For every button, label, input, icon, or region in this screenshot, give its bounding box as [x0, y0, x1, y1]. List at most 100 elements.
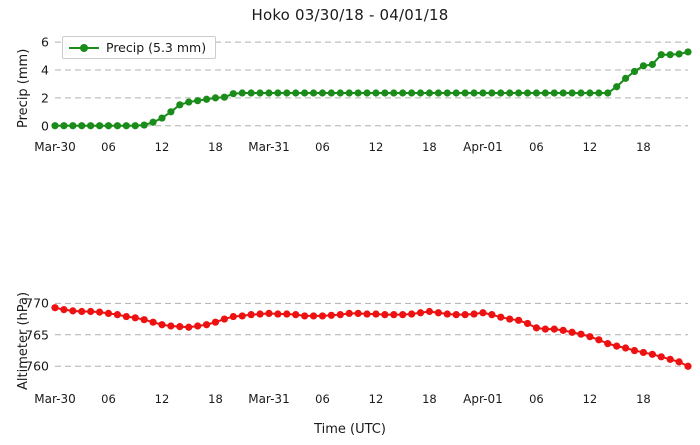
x-tick-label: 18: [422, 140, 437, 154]
data-point: [69, 307, 77, 315]
x-tick-label: 06: [315, 140, 330, 154]
data-point: [675, 358, 683, 366]
data-point: [363, 89, 371, 97]
data-point: [381, 89, 389, 97]
data-point: [461, 89, 469, 97]
data-point: [577, 89, 585, 97]
y-tick-label: 770: [25, 295, 49, 311]
data-point: [318, 312, 327, 320]
data-point: [113, 122, 122, 130]
altimeter-chart-panel: 760 765 770 Mar-30 06 12 18 Mar-31 06 12 18 Apr-01…: [0, 280, 700, 445]
data-point: [158, 114, 166, 122]
data-point: [363, 310, 371, 318]
data-point: [470, 89, 478, 97]
y-tick-label: 2: [41, 90, 49, 106]
data-point: [381, 311, 389, 319]
data-point: [336, 311, 344, 319]
data-point: [283, 89, 291, 97]
data-point: [176, 323, 184, 331]
data-point: [167, 108, 175, 116]
data-point: [443, 310, 451, 318]
data-point: [550, 89, 558, 97]
data-point: [639, 348, 648, 357]
data-point: [613, 83, 621, 91]
data-point: [532, 324, 541, 332]
data-point: [78, 122, 86, 130]
data-point: [229, 312, 237, 321]
data-point: [506, 315, 514, 323]
data-point: [185, 323, 193, 331]
data-point: [470, 310, 478, 318]
data-point: [69, 122, 77, 130]
data-point: [78, 307, 86, 316]
data-point: [327, 89, 335, 97]
data-point: [345, 89, 353, 97]
data-point: [684, 362, 692, 370]
data-point: [577, 330, 585, 338]
x-tick-label: 12: [582, 392, 598, 406]
data-point: [497, 313, 505, 321]
x-tick-label: 12: [154, 140, 170, 154]
data-point: [158, 321, 166, 329]
data-point: [95, 122, 104, 130]
data-point: [247, 89, 255, 97]
data-point: [301, 89, 309, 97]
data-point: [87, 122, 95, 130]
data-point: [461, 311, 469, 319]
data-point: [274, 310, 282, 318]
y-tick-label: 760: [25, 358, 49, 374]
data-point: [149, 118, 157, 126]
data-point: [479, 89, 487, 97]
data-point: [568, 328, 576, 336]
precip-chart-panel: 0 2 4 6 Mar-30 06 12 18 Mar-31 06 12 18 Apr-01 06 12 1…: [0, 28, 700, 168]
data-point: [274, 89, 282, 97]
altimeter-plot-area: [51, 302, 692, 370]
data-point: [301, 312, 309, 320]
data-point: [399, 311, 407, 319]
data-point: [354, 309, 362, 317]
data-point: [372, 89, 380, 97]
data-point: [532, 89, 541, 97]
data-point: [60, 306, 68, 314]
data-point: [202, 321, 211, 329]
x-tick-label: Mar-30: [34, 392, 76, 406]
data-point: [336, 89, 344, 97]
data-point: [238, 312, 246, 320]
data-point: [292, 89, 300, 97]
data-point: [434, 89, 442, 97]
altimeter-y-axis-label: Altimeter (hPa): [16, 291, 31, 390]
data-point: [630, 67, 639, 76]
data-point: [604, 340, 612, 348]
data-point: [479, 309, 487, 317]
data-point: [194, 97, 202, 105]
x-tick-label: Apr-01: [463, 392, 503, 406]
data-point: [345, 309, 353, 317]
data-point: [416, 89, 425, 97]
data-point: [408, 310, 416, 318]
data-point: [327, 311, 335, 319]
x-tick-label: 12: [154, 392, 170, 406]
data-point: [87, 307, 95, 316]
x-tick-label: 18: [422, 392, 437, 406]
data-point: [104, 122, 113, 130]
x-tick-label: 12: [368, 392, 384, 406]
x-tick-label: 18: [636, 140, 651, 154]
data-point: [666, 355, 674, 363]
data-point: [131, 314, 139, 322]
data-point: [595, 336, 603, 344]
x-tick-label: Mar-31: [248, 392, 290, 406]
data-point: [194, 322, 202, 330]
data-point: [140, 316, 148, 324]
data-point: [452, 89, 460, 97]
data-point: [541, 325, 549, 333]
x-tick-label: 12: [582, 140, 598, 154]
data-point: [595, 89, 603, 97]
data-point: [318, 89, 327, 97]
data-point: [104, 309, 113, 317]
data-point: [247, 311, 255, 319]
data-point: [541, 89, 549, 97]
data-point: [229, 90, 237, 98]
data-point: [666, 51, 674, 59]
precip-legend[interactable]: Precip (5.3 mm): [62, 36, 217, 59]
